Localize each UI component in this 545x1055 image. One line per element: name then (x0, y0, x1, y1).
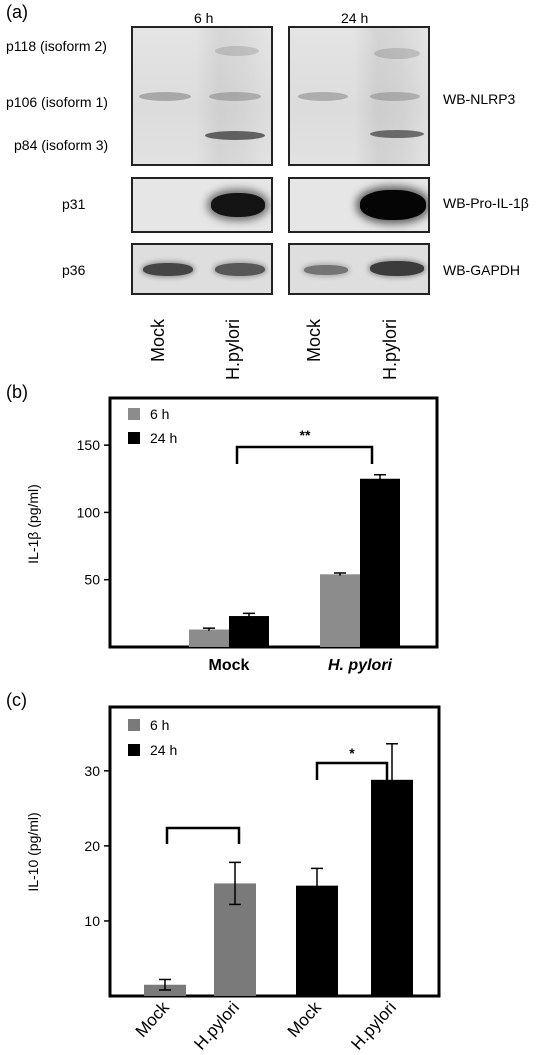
panel-c-label: (c) (6, 690, 27, 710)
chart-il10: (c) 10 20 30 IL-10 (pg/ml) 6 h 24 h * Mock… (6, 690, 441, 1054)
band-label-p36: p36 (62, 262, 86, 278)
legend-label-24h: 24 h (150, 742, 177, 758)
band-p36 (304, 265, 348, 275)
band-p106 (298, 92, 348, 101)
significance-bracket (315, 761, 389, 780)
x-tick-label: Mock (132, 998, 174, 1041)
band-p36 (370, 261, 424, 276)
lane-smear (354, 28, 426, 164)
y-tick-label: 50 (84, 572, 100, 588)
legend-label-24h: 24 h (150, 430, 177, 446)
lane-label-hpylori-24h: H.pylori (380, 318, 400, 380)
significance-marker: * (349, 745, 355, 761)
band-p36 (143, 263, 193, 276)
panel-a-label: (a) (6, 2, 28, 22)
x-tick-label: Mock (209, 657, 250, 674)
band-p84 (370, 130, 424, 138)
time-label-6h: 6 h (194, 10, 214, 26)
y-tick-label: 10 (84, 913, 100, 929)
bar (320, 574, 360, 647)
band-p84 (205, 131, 265, 140)
y-tick-label: 150 (77, 437, 101, 453)
significance-marker: ** (300, 427, 311, 443)
plot-frame (108, 705, 441, 998)
bar (229, 616, 269, 647)
significance-bracket (165, 826, 241, 844)
lane-label-mock-24h: Mock (304, 318, 324, 362)
significance-bracket (235, 445, 374, 464)
blot-pro-il1b-6h (131, 177, 273, 233)
band-label-p106: p106 (isoform 1) (6, 94, 108, 110)
wb-pro-il1b-label: WB-Pro-IL-1β (443, 195, 529, 211)
band-label-p31: p31 (62, 196, 86, 212)
time-label-24h: 24 h (341, 10, 369, 26)
y-axis-label: IL-1β (pg/ml) (25, 484, 41, 564)
x-tick-label: H. pylori (328, 657, 393, 674)
band-label-p118: p118 (isoform 2) (6, 38, 107, 54)
band-p31 (211, 193, 265, 217)
y-tick-label: 100 (77, 504, 101, 520)
legend-swatch-24h (128, 432, 140, 444)
y-tick-label: 30 (84, 763, 100, 779)
x-tick-label: H.pylori (347, 998, 400, 1054)
blot-pro-il1b-24h (288, 177, 430, 233)
band-p106 (370, 92, 420, 101)
legend-label-6h: 6 h (150, 717, 169, 733)
legend-label-6h: 6 h (150, 406, 169, 422)
bar (296, 885, 338, 996)
band-p118 (374, 48, 420, 59)
panel-b-label: (b) (6, 382, 28, 402)
lane-label-hpylori-6h: H.pylori (223, 318, 243, 380)
band-p106 (209, 92, 261, 101)
blot-nlrp3-6h (131, 26, 273, 166)
wb-gapdh-label: WB-GAPDH (443, 262, 520, 278)
bar (189, 629, 229, 647)
blot-nlrp3-24h (288, 26, 430, 166)
band-p106 (139, 92, 191, 101)
band-label-p84: p84 (isoform 3) (14, 137, 109, 153)
y-axis-label: IL-10 (pg/ml) (25, 812, 41, 891)
blot-gapdh-6h (131, 243, 273, 295)
chart-il1b: (b) 50 100 150 IL-1β (pg/ml) 6 h 24 h ** M… (6, 382, 439, 674)
legend-swatch-6h (128, 408, 140, 420)
band-p31 (360, 190, 426, 220)
legend-swatch-24h (128, 744, 140, 756)
lane-label-mock-6h: Mock (148, 318, 168, 362)
x-tick-label: Mock (284, 998, 326, 1041)
blot-gapdh-24h (288, 243, 430, 295)
x-tick-label: H.pylori (190, 998, 243, 1054)
bar (360, 478, 400, 647)
band-p36 (215, 263, 265, 276)
y-tick-label: 20 (84, 838, 100, 854)
wb-nlrp3-label: WB-NLRP3 (443, 91, 516, 107)
band-p118 (215, 46, 259, 56)
legend-swatch-6h (128, 719, 140, 731)
lane-smear (195, 28, 267, 164)
plot-frame (108, 396, 439, 649)
